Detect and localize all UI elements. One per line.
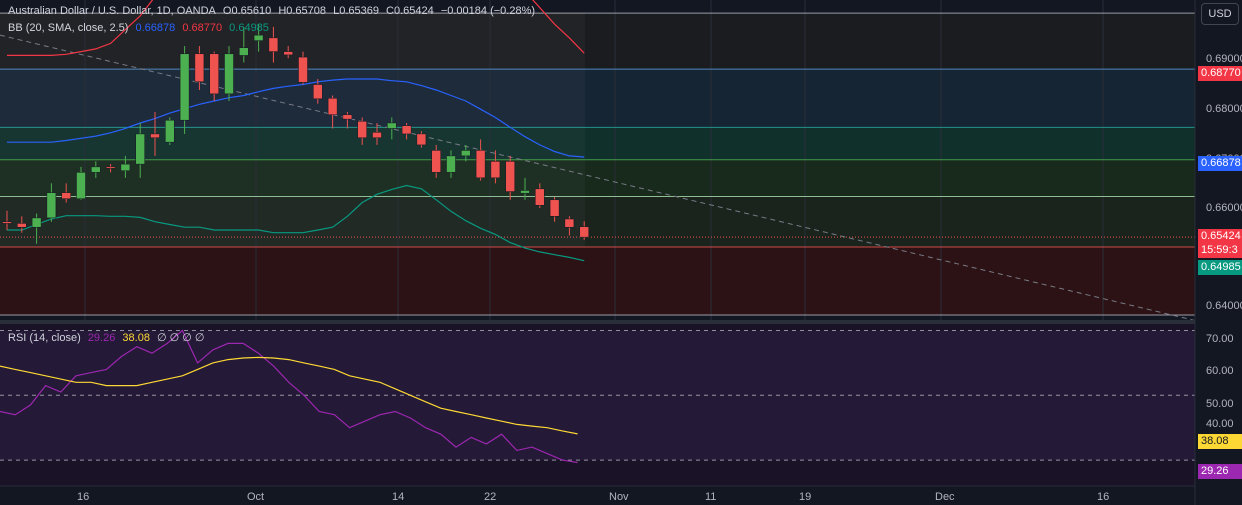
candle-body-up (224, 53, 234, 95)
candle-body-down (313, 84, 323, 100)
rsi-pane-background (0, 324, 1195, 486)
candle-body-down (61, 192, 71, 199)
time-tick: 11 (705, 491, 717, 503)
change-value: −0.00184 (−0.28%) (440, 5, 536, 17)
candle-body-down (17, 223, 27, 228)
rsi-line (0, 329, 578, 464)
candle-body-down (505, 161, 515, 192)
rsi-legend: RSI (14, close) 29.26 38.08 ∅ ∅ ∅ ∅ (8, 331, 209, 344)
candle-body-down (401, 125, 412, 135)
symbol-legend: Australian Dollar / U.S. Dollar, 1D, OAN… (8, 5, 539, 17)
candle-body-up (446, 155, 456, 173)
bb-lower-tag: 0.64985 (1198, 260, 1242, 275)
candle-body-down (268, 37, 279, 52)
candle-body-down (535, 188, 545, 206)
candle-body-up (46, 192, 57, 219)
bb-basis-line (7, 78, 585, 158)
candle-body-down (150, 133, 160, 139)
candle-body-down (298, 56, 308, 83)
price-tick: 0.64000 (1206, 300, 1242, 312)
candle-body-down (327, 98, 338, 115)
candle-body-down (209, 53, 219, 95)
candle-body-down (431, 150, 441, 173)
last-price-tag: 0.65424 (1198, 229, 1242, 244)
candle-body-down (416, 133, 427, 146)
bb-upper-line (7, 0, 585, 57)
candle-body-up (253, 34, 264, 41)
time-tick: 16 (1097, 491, 1110, 503)
bb-basis-tag: 0.66878 (1198, 156, 1242, 171)
rsi-tick: 50.00 (1206, 398, 1234, 410)
time-tick: Nov (609, 491, 629, 503)
candle-body-up (387, 122, 397, 129)
candle-body-down (579, 226, 589, 238)
zone-band (0, 246, 1195, 316)
time-tick: Dec (935, 491, 955, 503)
rsi-label: RSI (14, close) (8, 332, 81, 344)
price-tick: 0.66000 (1206, 202, 1242, 214)
bb-region-shade (0, 13, 585, 247)
time-tick: Oct (247, 491, 265, 503)
candle-body-up (31, 217, 42, 228)
price-tick: 0.69000 (1206, 53, 1242, 65)
rsi-tag: 29.26 (1198, 464, 1242, 479)
price-tick: 0.68000 (1206, 103, 1242, 115)
candle-body-up (179, 53, 190, 121)
rsi-ma-tag: 38.08 (1198, 434, 1242, 449)
pane-separator (0, 320, 1242, 324)
low-value: L0.65369 (333, 5, 379, 17)
time-tick: 14 (392, 491, 405, 503)
bb-lower-value: 0.64985 (229, 22, 269, 34)
candle-body-down (475, 150, 486, 179)
candle-body-down (549, 199, 560, 217)
rsi-ma-line (0, 356, 578, 435)
bb-legend: BB (20, SMA, close, 2.5) 0.66878 0.68770… (8, 22, 273, 34)
candle-body-up (76, 172, 86, 199)
time-tick: 19 (799, 491, 812, 503)
bb-upper-tag: 0.68770 (1198, 66, 1242, 81)
bb-basis-value: 0.66878 (135, 22, 176, 34)
candle-body-up (461, 150, 471, 157)
rsi-tick: 40.00 (1206, 418, 1234, 430)
zone-band (0, 127, 1195, 160)
zone-band (0, 196, 1195, 247)
bb-lower-line (7, 184, 585, 262)
candle-body-down (372, 132, 382, 139)
rsi-extras: ∅ ∅ ∅ ∅ (157, 332, 205, 344)
candle-body-up (239, 47, 249, 56)
rsi-tick: 70.00 (1206, 333, 1234, 345)
rsi-ma-legend-value: 38.08 (122, 332, 150, 344)
symbol-title: Australian Dollar / U.S. Dollar, 1D, OAN… (8, 5, 216, 17)
trendline (0, 34, 1196, 322)
open-value: O0.65610 (222, 5, 272, 17)
rsi-tick: 60.00 (1206, 365, 1234, 377)
candle-body-down (490, 161, 501, 179)
time-tick: 22 (484, 491, 497, 503)
candle-body-up (165, 119, 175, 143)
zone-band (0, 0, 1195, 14)
rsi-legend-value: 29.26 (87, 332, 116, 344)
candle-body-down (2, 221, 12, 224)
time-axis-background (0, 486, 1242, 505)
currency-button[interactable]: USD (1201, 3, 1239, 25)
candle-body-up (520, 190, 530, 194)
candle-body-down (342, 114, 353, 120)
candle-body-down (194, 53, 205, 83)
candle-body-down (564, 218, 575, 228)
bb-label: BB (20, SMA, close, 2.5) (8, 22, 129, 34)
candle-body-down (105, 166, 116, 169)
countdown-tag: 15:59:3 (1198, 243, 1242, 258)
candle-body-up (91, 166, 101, 173)
candle-body-up (135, 133, 145, 165)
candle-body-down (283, 51, 293, 56)
candle-body-down (357, 121, 367, 139)
high-value: H0.65708 (278, 5, 327, 17)
bb-upper-value: 0.68770 (182, 22, 223, 34)
close-value: C0.65424 (386, 5, 434, 17)
candle-body-up (120, 163, 131, 171)
time-tick: 16 (77, 491, 90, 503)
